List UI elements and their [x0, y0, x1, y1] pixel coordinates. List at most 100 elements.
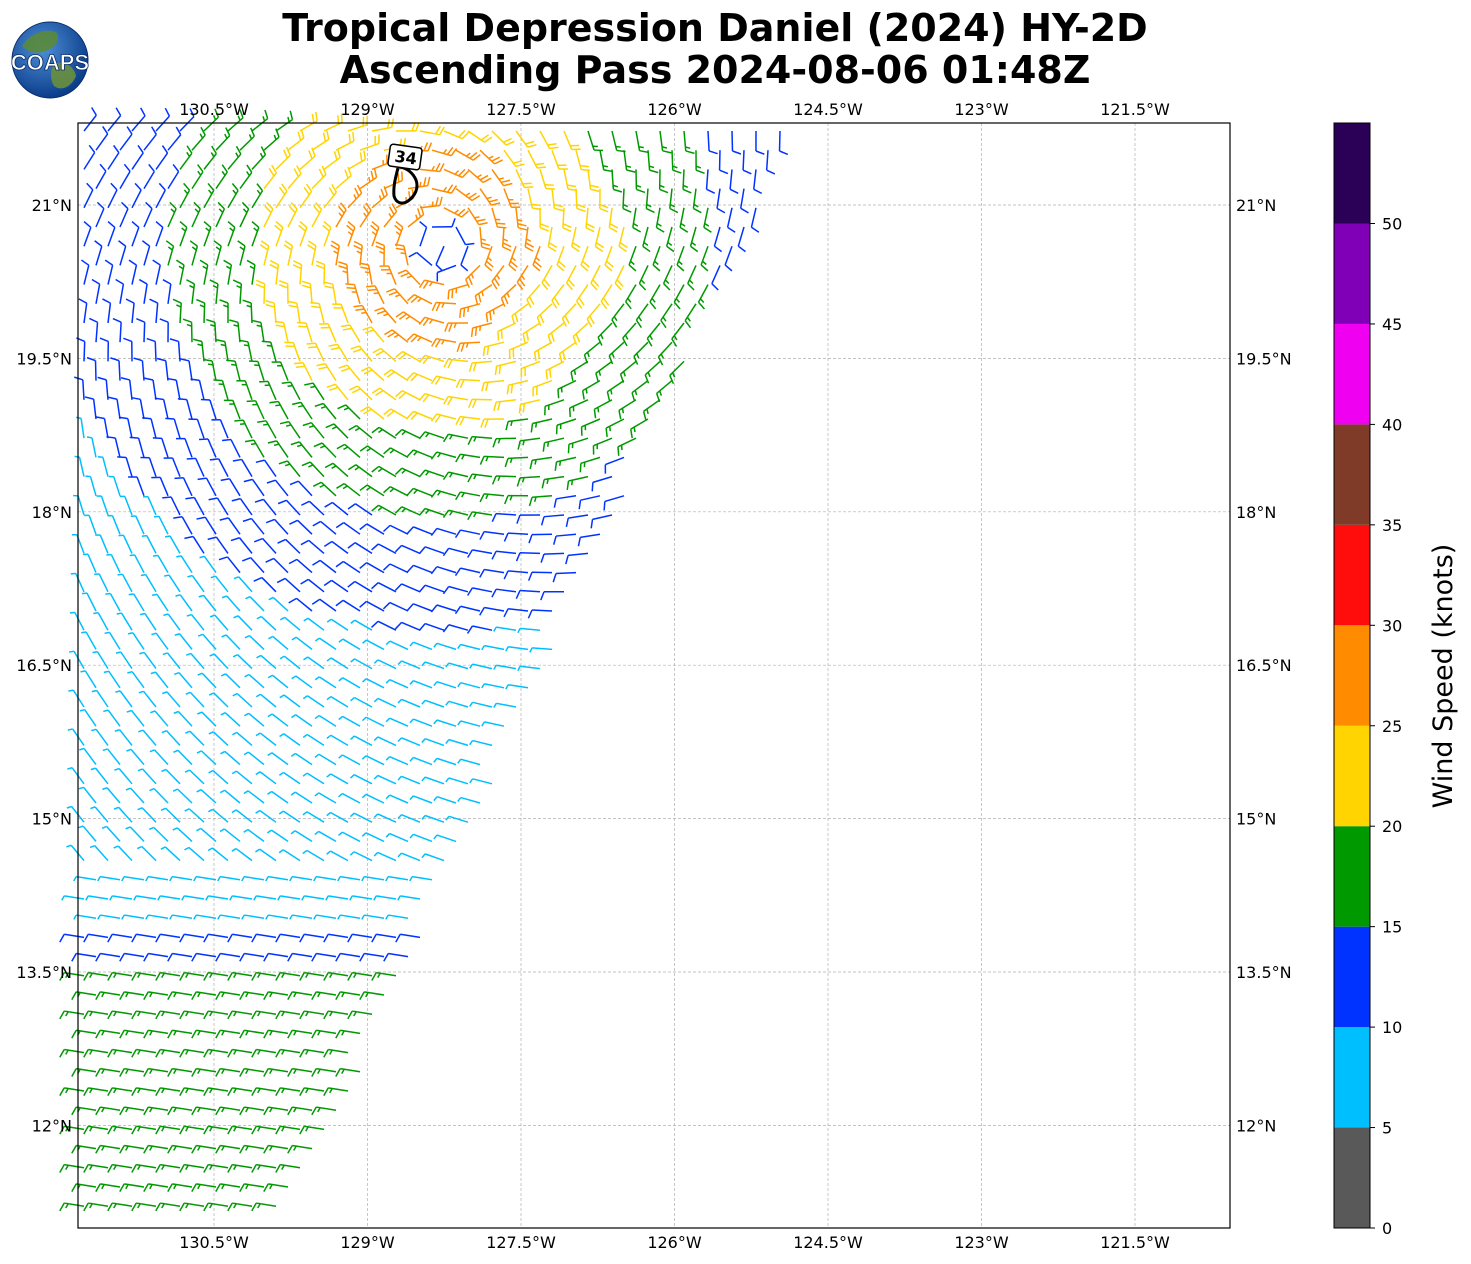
wind-barb [587, 130, 604, 152]
wind-barb [547, 226, 558, 252]
wind-barb [81, 631, 97, 650]
wind-barb [467, 549, 493, 558]
wind-barb [128, 593, 145, 612]
wind-barb [81, 592, 97, 612]
wind-barb [73, 875, 97, 882]
wind-barb [526, 284, 541, 308]
wind-barb [433, 642, 457, 651]
wind-barb [239, 127, 256, 151]
wind-barb [154, 397, 169, 420]
wind-barb [349, 385, 373, 401]
wind-barb [494, 360, 517, 376]
wind-barb [527, 149, 547, 169]
wind-barb [418, 546, 445, 555]
wind-barb [141, 534, 157, 554]
wind-barb [82, 553, 97, 573]
wind-barb [361, 755, 385, 766]
colorbar-segment [1334, 223, 1370, 324]
wind-barb [590, 265, 601, 291]
wind-barb [67, 728, 85, 746]
wind-barb [586, 303, 601, 328]
wind-barb [532, 379, 553, 397]
wind-barb [269, 259, 280, 285]
wind-barb [244, 673, 265, 689]
wind-barb [268, 596, 289, 612]
wind-barb [625, 284, 637, 310]
wind-barb [703, 207, 712, 233]
wind-barb [121, 875, 145, 882]
wind-barb [149, 787, 169, 804]
wind-barb [552, 571, 577, 583]
wind-barb [662, 265, 673, 291]
wind-barb [479, 149, 503, 165]
wind-barb [91, 728, 109, 746]
wind-barb [660, 303, 673, 329]
wind-barb [239, 991, 265, 1001]
wind-barb [95, 1029, 121, 1039]
wind-barb [338, 831, 361, 843]
wind-barb [271, 361, 289, 381]
wind-barb [173, 671, 193, 689]
lon-tick-label: 124.5°W [793, 1233, 863, 1252]
wind-barb [61, 895, 85, 901]
wind-barb [481, 721, 505, 727]
wind-barb [117, 573, 133, 593]
wind-barb [227, 933, 253, 943]
wind-barb [421, 853, 445, 862]
wind-barb [80, 259, 90, 285]
wind-barb [324, 501, 349, 516]
wind-barb [107, 182, 118, 209]
wind-barb [541, 475, 565, 489]
wind-barb [155, 107, 171, 132]
wind-barb [215, 1029, 241, 1039]
wind-barb [131, 1163, 157, 1173]
wind-barb [716, 188, 726, 214]
wind-barb [79, 708, 97, 727]
wind-barb [83, 1087, 109, 1097]
wind-barb [263, 991, 289, 1001]
wind-barb [110, 357, 121, 381]
wind-barb [347, 464, 373, 478]
wind-barb [93, 611, 109, 631]
wind-barb [299, 933, 325, 943]
wind-barb [491, 130, 515, 146]
wind-barb [556, 245, 566, 272]
wind-barb [95, 991, 121, 1001]
wind-barb [457, 796, 481, 804]
wind-barb [119, 163, 131, 189]
wind-barb [466, 625, 493, 634]
wind-barb [346, 220, 356, 247]
wind-barb [279, 655, 301, 670]
wind-barb [337, 404, 361, 420]
wind-barb [263, 1106, 289, 1116]
wind-barb [78, 298, 88, 324]
wind-barb [165, 240, 175, 266]
wind-barb [119, 1067, 145, 1077]
wind-barb [243, 712, 265, 727]
wind-barb [92, 650, 109, 669]
wind-barb [69, 611, 85, 631]
wind-barb [443, 358, 469, 369]
wind-barb [263, 164, 278, 190]
wind-barb [479, 530, 505, 540]
wind-barb [253, 576, 277, 593]
wind-barb [255, 732, 277, 746]
lon-tick-label: 127.5°W [486, 100, 556, 119]
wind-barb [205, 895, 229, 901]
colorbar-tick-label: 50 [1382, 215, 1402, 234]
wind-barb [430, 527, 457, 537]
lon-labels-top: 130.5°W 129°W 127.5°W 126°W 124.5°W 123°W 121.… [179, 100, 1170, 119]
wind-barb [203, 1010, 229, 1020]
wind-barb [323, 148, 341, 171]
wind-barb [395, 350, 421, 363]
wind-barb [443, 207, 469, 218]
wind-barb [338, 638, 361, 651]
wind-barb [67, 767, 85, 785]
wind-barb [611, 303, 625, 328]
wind-barb [218, 556, 241, 574]
wind-barb [724, 245, 733, 272]
wind-barb [337, 914, 361, 920]
wind-barb [255, 279, 266, 304]
wind-barb [275, 110, 294, 132]
wind-barb [196, 711, 217, 727]
